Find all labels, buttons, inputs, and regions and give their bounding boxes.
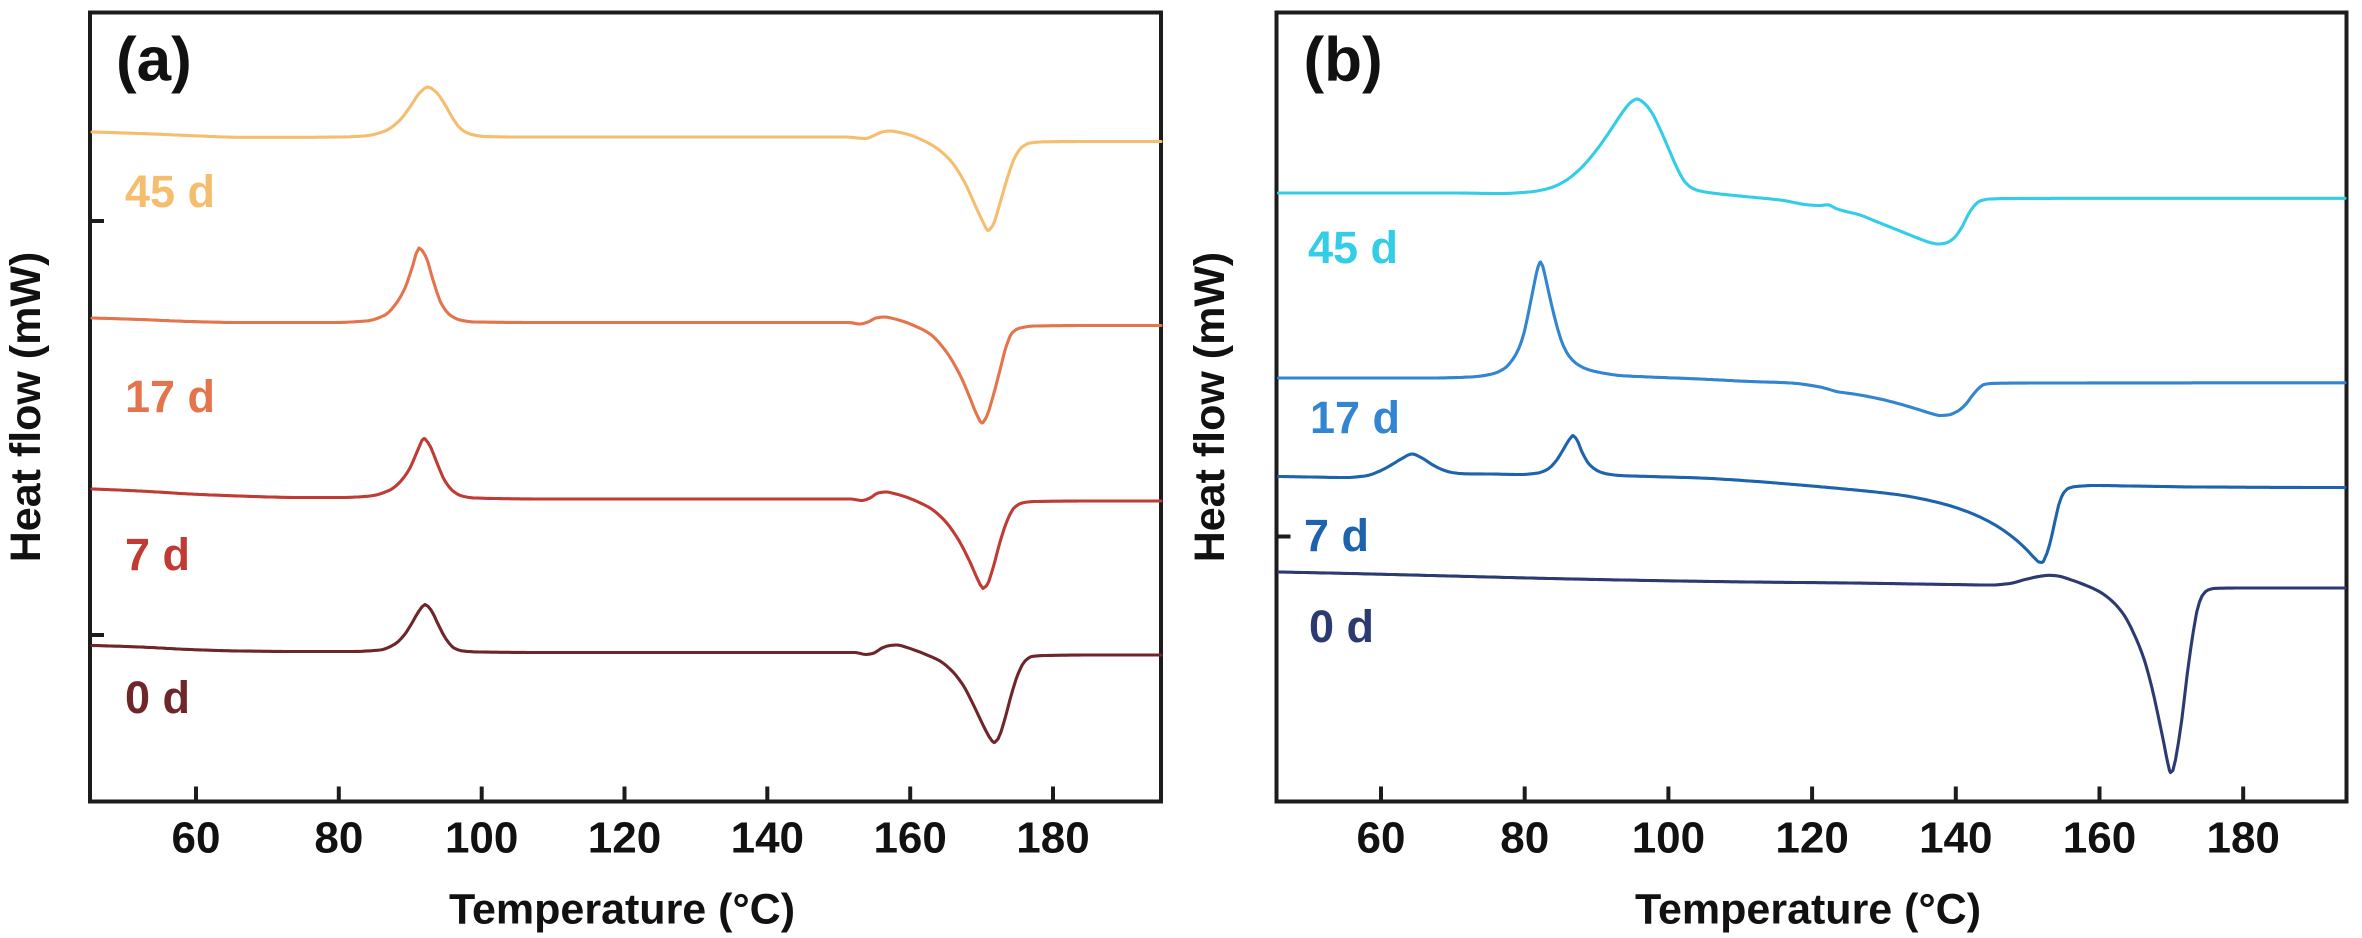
svg-text:45 d: 45 d [1308, 222, 1398, 273]
svg-text:80: 80 [314, 814, 363, 863]
svg-text:100: 100 [445, 814, 518, 863]
svg-text:Heat flow (mW): Heat flow (mW) [2, 252, 50, 563]
svg-text:80: 80 [1500, 814, 1549, 863]
svg-text:17 d: 17 d [1310, 392, 1400, 443]
svg-text:180: 180 [1016, 814, 1089, 863]
svg-text:45 d: 45 d [125, 166, 215, 217]
svg-text:Heat flow (mW): Heat flow (mW) [1186, 252, 1234, 563]
svg-text:17 d: 17 d [125, 371, 215, 422]
svg-text:7 d: 7 d [125, 529, 190, 580]
svg-text:Temperature (°C): Temperature (°C) [1635, 886, 1981, 934]
svg-text:160: 160 [873, 814, 946, 863]
svg-text:0 d: 0 d [125, 672, 190, 723]
svg-text:Temperature (°C): Temperature (°C) [449, 886, 795, 934]
svg-text:120: 120 [588, 814, 661, 863]
svg-text:0 d: 0 d [1309, 601, 1374, 652]
svg-text:160: 160 [2063, 814, 2136, 863]
svg-text:140: 140 [1919, 814, 1992, 863]
svg-text:60: 60 [1357, 814, 1406, 863]
svg-text:120: 120 [1775, 814, 1848, 863]
svg-text:60: 60 [172, 814, 221, 863]
svg-text:140: 140 [731, 814, 804, 863]
svg-text:(b): (b) [1304, 26, 1383, 95]
svg-text:180: 180 [2206, 814, 2279, 863]
svg-text:(a): (a) [116, 26, 192, 95]
svg-text:100: 100 [1632, 814, 1705, 863]
svg-text:7 d: 7 d [1304, 510, 1369, 561]
